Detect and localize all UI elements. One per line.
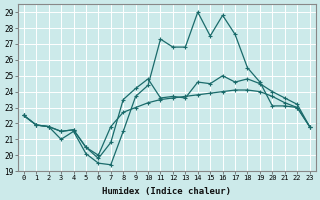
- X-axis label: Humidex (Indice chaleur): Humidex (Indice chaleur): [102, 187, 231, 196]
